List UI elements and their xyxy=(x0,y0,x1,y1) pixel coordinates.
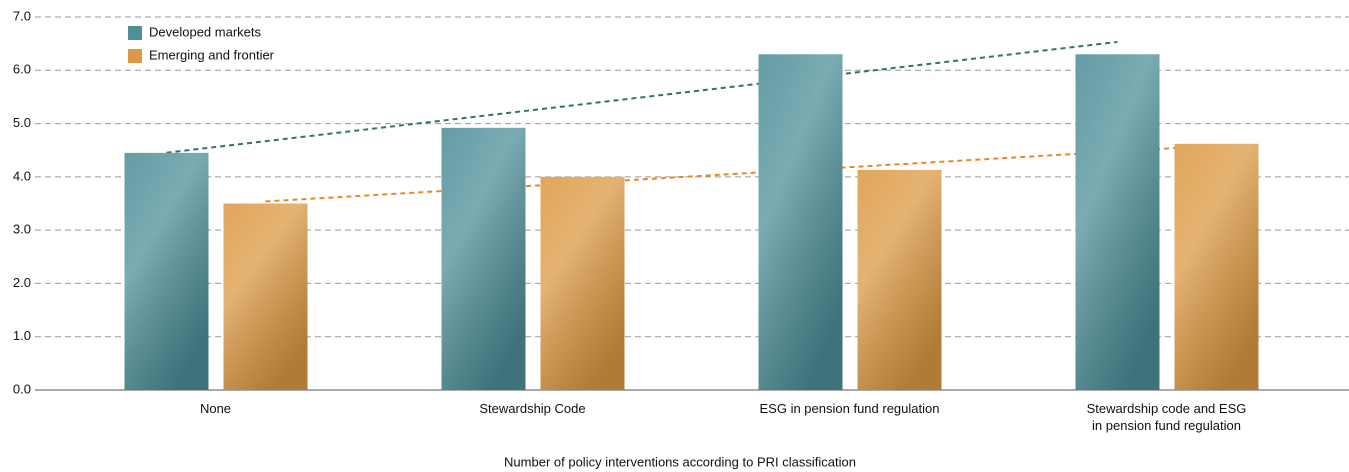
legend-swatch xyxy=(128,49,142,63)
y-tick-label: 6.0 xyxy=(13,62,31,77)
y-tick-label: 0.0 xyxy=(13,381,31,396)
y-tick-label: 2.0 xyxy=(13,275,31,290)
trend-line xyxy=(166,40,1118,154)
y-tick-label: 3.0 xyxy=(13,222,31,237)
x-tick-label: None xyxy=(199,401,232,416)
y-tick-label: 4.0 xyxy=(13,168,31,183)
y-tick-label: 1.0 xyxy=(13,328,31,343)
bar-shade xyxy=(1075,54,1160,391)
legend-swatch xyxy=(128,26,142,40)
x-tick-label: Stewardship code and ESG in pension fund… xyxy=(1086,401,1247,433)
trend-line xyxy=(265,144,1217,203)
bar-shade xyxy=(857,169,942,390)
bar-shade xyxy=(1174,143,1259,390)
bar-shade xyxy=(540,176,625,390)
bar-shade xyxy=(758,54,843,391)
legend-label: Developed markets xyxy=(149,24,261,39)
legend-label: Emerging and frontier xyxy=(149,47,275,62)
y-tick-label: 5.0 xyxy=(13,115,31,130)
x-tick-label: Stewardship Code xyxy=(479,401,586,416)
x-axis-title: Number of policy interventions according… xyxy=(504,454,856,469)
bar-shade xyxy=(124,152,209,390)
bar-shade xyxy=(223,203,308,390)
x-tick-label: ESG in pension fund regulation xyxy=(759,401,940,416)
y-tick-label: 7.0 xyxy=(13,8,31,23)
bar-shade xyxy=(441,127,526,390)
